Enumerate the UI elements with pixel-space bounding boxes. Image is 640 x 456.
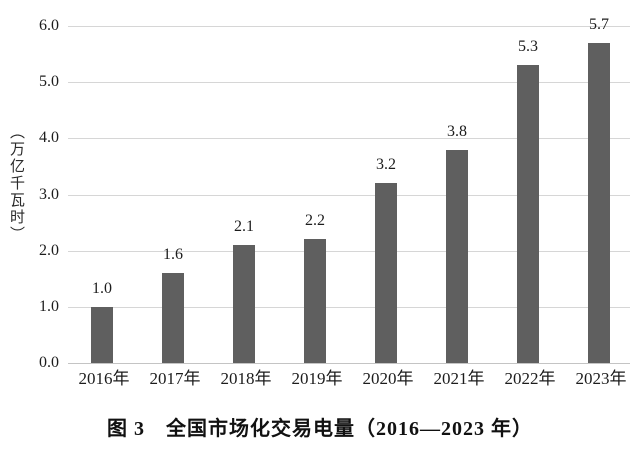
figure-caption: 图 3 全国市场化交易电量（2016—2023 年） (107, 418, 533, 440)
y-tick-label: 3.0 (39, 185, 59, 203)
bar-value-label: 3.2 (376, 156, 396, 174)
x-axis-label: 2017年 (149, 369, 201, 388)
y-tick-label: 1.0 (39, 297, 59, 315)
y-tick-label: 0.0 (39, 354, 59, 371)
x-axis-label: 2019年 (291, 369, 343, 388)
y-axis-title: （万亿千瓦时） (8, 124, 24, 243)
x-axis-label: 2022年 (504, 369, 556, 388)
y-tick-label: 6.0 (39, 17, 59, 34)
bar-2022年 (517, 65, 539, 363)
bar-value-label: 5.7 (589, 15, 609, 33)
x-axis-label: 2018年 (220, 369, 272, 388)
bar-value-label: 2.1 (234, 218, 254, 236)
bar-value-label: 1.0 (92, 279, 112, 297)
gridline-6.0 (68, 26, 630, 27)
bar-2018年 (233, 245, 255, 363)
x-axis-label: 2016年 (78, 369, 130, 388)
y-tick-label: 5.0 (39, 73, 59, 91)
bar-2017年 (162, 273, 184, 363)
bar-2023年 (588, 42, 610, 363)
bar-2016年 (91, 306, 113, 363)
x-axis-label: 2023年 (575, 369, 627, 388)
bar-2020年 (375, 183, 397, 363)
gridline-2.0 (68, 250, 630, 252)
y-tick-label: 4.0 (39, 129, 59, 147)
bar-value-label: 1.6 (163, 246, 183, 264)
gridline-3.0 (68, 194, 630, 196)
gridline-4.0 (68, 138, 630, 140)
x-axis-label: 2021年 (433, 369, 485, 388)
y-tick-label: 2.0 (39, 241, 59, 259)
bar-value-label: 3.8 (447, 122, 467, 140)
bar-value-label: 2.2 (305, 212, 325, 230)
gridline-1.0 (68, 306, 630, 308)
gridline-5.0 (68, 82, 630, 84)
bar-2019年 (304, 239, 326, 363)
x-axis-label: 2020年 (362, 369, 414, 388)
bar-value-label: 5.3 (518, 38, 538, 56)
plot-area: 1.0 1.6 2.1 2.2 3.2 3.8 5.3 5.7 (68, 16, 630, 364)
bar-2021年 (446, 149, 468, 363)
